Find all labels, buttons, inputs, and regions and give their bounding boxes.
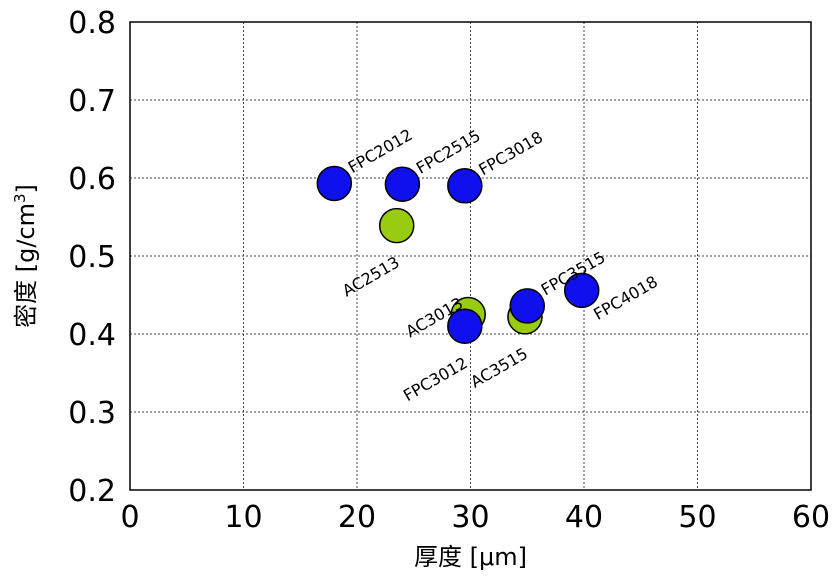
y-tick-label: 0.4 <box>68 318 116 353</box>
plot-frame <box>129 21 812 491</box>
y-axis-label-end: ] <box>12 184 40 193</box>
y-tick-label: 0.8 <box>68 6 116 41</box>
data-point-ac2513 <box>378 207 415 244</box>
point-labels: FPC2012FPC2515FPC3018AC2513AC3013AC3515F… <box>339 125 661 405</box>
y-axis-label-superscript: 3 <box>11 193 29 203</box>
data-point-fpc2515 <box>384 166 421 202</box>
x-tick-label: 50 <box>678 500 716 535</box>
x-tick-label: 60 <box>792 500 830 535</box>
point-label-fpc3018: FPC3018 <box>475 127 546 179</box>
point-label-fpc3012: FPC3012 <box>400 353 471 405</box>
y-tick-label: 0.6 <box>68 162 116 197</box>
x-tick-label: 10 <box>224 500 262 535</box>
y-tick-labels: 0.2 0.3 0.4 0.5 0.6 0.7 0.8 <box>68 6 116 509</box>
x-tick-label: 30 <box>451 500 489 535</box>
y-tick-label: 0.3 <box>68 396 116 431</box>
grid-lines <box>130 22 811 490</box>
x-axis-label: 厚度 [μm] <box>414 543 527 571</box>
data-point-fpc3018 <box>447 168 483 204</box>
x-tick-labels: 0 10 20 30 40 50 60 <box>120 500 830 535</box>
point-label-fpc4018: FPC4018 <box>590 272 661 324</box>
point-label-ac3515: AC3515 <box>467 344 531 392</box>
y-axis-label: 密度 [g/cm3] <box>11 184 40 328</box>
x-tick-label: 0 <box>120 500 139 535</box>
data-point-fpc3515 <box>509 288 545 324</box>
y-tick-label: 0.7 <box>68 84 116 119</box>
data-points <box>316 165 600 344</box>
data-point-fpc3012 <box>447 308 483 344</box>
data-point-fpc2012 <box>316 165 353 202</box>
point-label-ac2513: AC2513 <box>339 253 403 301</box>
y-tick-label: 0.5 <box>68 240 116 275</box>
y-axis-label-main: 密度 [g/cm <box>12 203 40 328</box>
x-tick-label: 20 <box>338 500 376 535</box>
data-point-fpc4018 <box>563 272 600 309</box>
x-tick-label: 40 <box>565 500 603 535</box>
y-tick-label: 0.2 <box>68 474 116 509</box>
point-label-fpc2515: FPC2515 <box>413 126 484 178</box>
